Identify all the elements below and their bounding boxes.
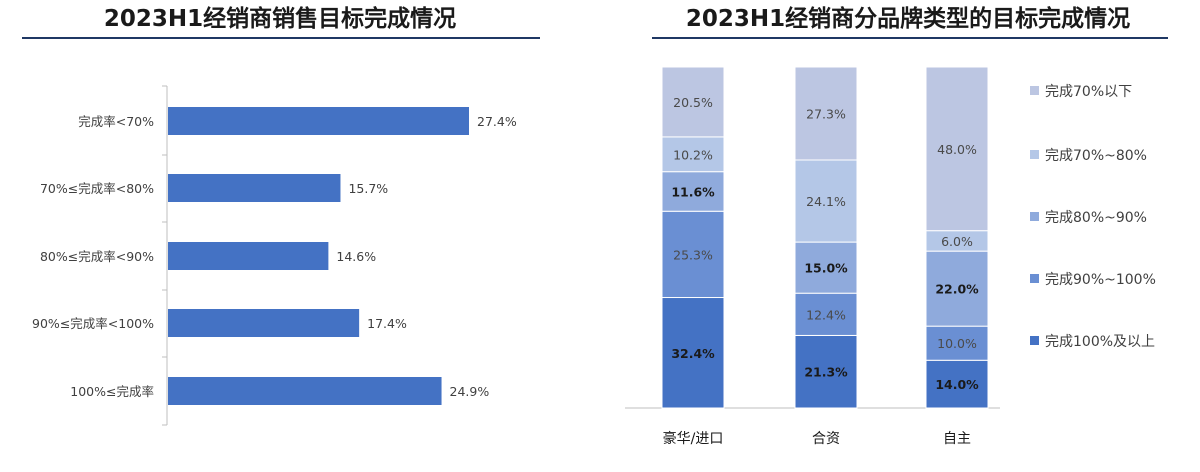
- value-label: 27.4%: [477, 114, 517, 129]
- x-category-label: 自主: [943, 431, 971, 447]
- category-label: 80%≤完成率<90%: [40, 249, 154, 264]
- stack-segment: [661, 297, 725, 409]
- stack-segment: [661, 171, 725, 212]
- legend-label: 完成70%~80%: [1045, 148, 1147, 164]
- segment-label: 48.0%: [937, 142, 977, 157]
- legend-swatch: [1030, 150, 1039, 159]
- stack-segment: [925, 325, 989, 361]
- left-chart-title: 2023H1经销商销售目标完成情况: [103, 6, 457, 32]
- stack-segment: [661, 66, 725, 138]
- stack-segment: [794, 241, 858, 294]
- segment-label: 11.6%: [671, 184, 715, 199]
- left-title-underline: [22, 37, 540, 39]
- stack-segment: [794, 159, 858, 243]
- segment-label: 24.1%: [806, 194, 846, 209]
- stack-segment: [794, 292, 858, 336]
- right-chart-title: 2023H1经销商分品牌类型的目标完成情况: [685, 6, 1131, 32]
- segment-label: 15.0%: [804, 261, 848, 276]
- bar-0: [168, 107, 469, 135]
- legend-label: 完成90%~100%: [1045, 272, 1156, 288]
- bar-4: [168, 377, 442, 405]
- category-label: 完成率<70%: [78, 114, 154, 129]
- value-label: 24.9%: [450, 384, 490, 399]
- segment-label: 10.2%: [673, 147, 713, 162]
- stack-segment: [794, 66, 858, 161]
- bar-3: [168, 309, 360, 337]
- stack-segment: [925, 250, 989, 327]
- segment-label: 32.4%: [671, 346, 715, 361]
- stack-segment: [794, 334, 858, 409]
- x-category-label: 豪华/进口: [663, 431, 724, 447]
- segment-label: 12.4%: [806, 307, 846, 322]
- segment-label: 22.0%: [935, 282, 979, 297]
- legend-label: 完成80%~90%: [1045, 210, 1147, 226]
- left-bar-chart: 完成率<70% 27.4% 70%≤完成率<80% 15.7% 80%≤完成率<90% 1…: [32, 85, 517, 426]
- segment-label: 6.0%: [941, 234, 973, 249]
- x-category-label: 合资: [812, 431, 840, 447]
- category-label: 100%≤完成率: [70, 384, 154, 399]
- category-label: 90%≤完成率<100%: [32, 316, 154, 331]
- stack-segment: [925, 66, 989, 232]
- value-label: 14.6%: [336, 249, 376, 264]
- segment-label: 25.3%: [673, 247, 713, 262]
- legend-swatch: [1030, 212, 1039, 221]
- bar-2: [168, 242, 329, 270]
- right-title-underline: [652, 37, 1168, 39]
- segment-label: 10.0%: [937, 336, 977, 351]
- legend-label: 完成70%以下: [1045, 84, 1132, 100]
- bar-1: [168, 174, 341, 202]
- legend-swatch: [1030, 86, 1039, 95]
- value-label: 15.7%: [348, 181, 388, 196]
- segment-label: 27.3%: [806, 107, 846, 122]
- legend-label: 完成100%及以上: [1045, 334, 1155, 350]
- stack-segment: [661, 210, 725, 299]
- value-label: 17.4%: [367, 316, 407, 331]
- segment-label: 14.0%: [935, 377, 979, 392]
- segment-label: 21.3%: [804, 365, 848, 380]
- segment-label: 20.5%: [673, 95, 713, 110]
- legend-swatch: [1030, 274, 1039, 283]
- legend-swatch: [1030, 336, 1039, 345]
- category-label: 70%≤完成率<80%: [40, 181, 154, 196]
